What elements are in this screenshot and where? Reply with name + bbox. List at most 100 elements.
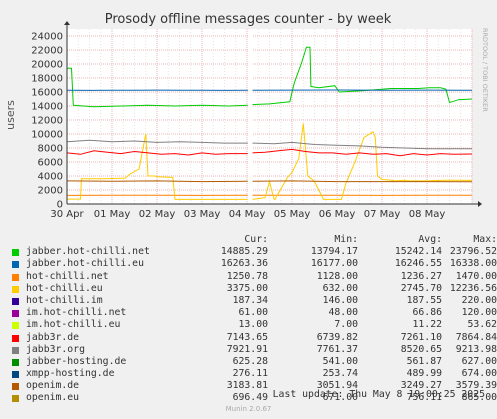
value-cur: 7921.91 (226, 343, 268, 355)
series-line (66, 139, 472, 150)
value-max: 12236.56 (449, 282, 497, 294)
value-avg: 8520.65 (400, 343, 442, 355)
series-lines (66, 29, 473, 204)
legend-item: im.hot-chilli.net 61.00 48.00 66.86 120.00 (12, 307, 497, 319)
series-name: jabber.hot-chilli.eu (26, 258, 144, 270)
legend-swatch (12, 310, 19, 318)
series-name: openim.de (26, 380, 80, 392)
y-axis-label: users (4, 100, 17, 130)
value-avg: 489.99 (406, 368, 442, 380)
series-name: hot-chilli.eu (26, 282, 103, 294)
value-cur: 14885.29 (220, 246, 268, 258)
legend-item: openim.eu 696.49 671.00 756.11 865.00 (12, 392, 497, 404)
legend-swatch (12, 371, 19, 379)
value-min: 6739.82 (316, 331, 358, 343)
x-tick-label: 02 May (139, 209, 176, 220)
value-min: 632.00 (322, 282, 358, 294)
y-tick-label: 0 (57, 200, 63, 211)
value-cur: 61.00 (238, 307, 269, 319)
legend-item: hot-chilli.im 187.34 146.00 187.55 220.00 (12, 294, 497, 307)
value-max: 9213.98 (455, 343, 497, 355)
value-min: 671.00 (322, 392, 358, 404)
col-cur: Cur: (244, 234, 268, 245)
legend: Cur: Min: Avg: Max: jabber.hot-chilli.ne… (12, 234, 497, 405)
grid (66, 29, 473, 205)
value-cur: 3375.00 (226, 282, 268, 294)
x-tick-label: 03 May (184, 209, 221, 220)
legend-item: jabb3r.org 7921.91 7761.37 8520.65 9213.98 (12, 343, 497, 356)
series-line (66, 148, 473, 157)
legend-swatch (12, 334, 19, 342)
y-tick-label: 2000 (38, 186, 63, 197)
legend-swatch (12, 297, 19, 305)
value-cur: 276.11 (232, 368, 268, 380)
value-max: 7864.84 (455, 331, 497, 343)
y-tick-label: 20000 (31, 60, 63, 71)
legend-swatch (12, 249, 19, 257)
value-avg: 187.55 (406, 294, 442, 306)
value-cur: 1250.78 (226, 270, 268, 282)
value-min: 7.00 (334, 319, 358, 331)
value-cur: 3183.81 (226, 380, 268, 392)
value-max: 16338.00 (449, 258, 497, 270)
value-cur: 625.28 (232, 355, 268, 367)
series-line (67, 123, 472, 201)
legend-header: Cur: Min: Avg: Max: (12, 234, 497, 246)
legend-swatch (12, 273, 19, 281)
value-max: 120.00 (461, 307, 497, 319)
legend-item: jabb3r.de 7143.65 6739.82 7261.10 7864.84 (12, 331, 497, 344)
legend-swatch (12, 322, 19, 330)
y-tick-label: 8000 (38, 144, 63, 155)
y-tick-label: 18000 (31, 74, 63, 85)
y-tick-label: 22000 (31, 46, 63, 57)
value-min: 13794.17 (310, 246, 358, 258)
value-min: 1128.00 (316, 270, 358, 282)
x-tick-label: 05 May (274, 209, 311, 220)
legend-item: jabber.hot-chilli.eu 16263.36 16177.00 1624… (12, 258, 497, 270)
x-axis-arrow (478, 201, 482, 207)
series-line (66, 180, 473, 183)
x-tick-label: 30 Apr (50, 209, 84, 220)
y-tick-label: 16000 (31, 88, 63, 99)
legend-item: jabber-hosting.de 625.28 541.00 561.87 627.0… (12, 355, 497, 368)
y-tick-label: 6000 (38, 158, 63, 169)
value-avg: 2745.70 (400, 282, 442, 294)
value-cur: 16263.36 (220, 258, 268, 270)
value-max: 53.62 (467, 319, 497, 331)
value-avg: 15242.14 (394, 246, 442, 258)
series-name: openim.eu (26, 392, 80, 404)
value-avg: 3249.27 (400, 380, 442, 392)
data-gap (247, 29, 253, 204)
series-name: hot-chilli.im (26, 294, 103, 306)
series-name: jabber.hot-chilli.net (26, 246, 150, 258)
series-name: xmpp-hosting.de (26, 368, 115, 380)
series-name: im.hot-chilli.net (26, 307, 127, 319)
value-max: 220.00 (461, 294, 497, 306)
value-min: 253.74 (322, 368, 358, 380)
value-min: 541.00 (322, 355, 358, 367)
value-min: 48.00 (328, 307, 359, 319)
value-avg: 16246.55 (394, 258, 442, 270)
legend-swatch (12, 358, 19, 366)
value-min: 16177.00 (310, 258, 358, 270)
legend-item: xmpp-hosting.de 276.11 253.74 489.99 674.00 (12, 368, 497, 380)
chart-title: Prosody offline messages counter - by we… (105, 12, 392, 27)
series-name: im.hot-chilli.eu (26, 319, 121, 331)
series-name: jabb3r.de (26, 331, 80, 343)
legend-item: im.hot-chilli.eu 13.00 7.00 11.22 53.62 (12, 319, 497, 331)
legend-swatch (12, 285, 19, 293)
x-tick-label: 01 May (94, 209, 131, 220)
series-line (67, 46, 473, 108)
y-tick-label: 14000 (31, 102, 63, 113)
series-name: jabber-hosting.de (26, 355, 127, 367)
value-avg: 561.87 (406, 355, 442, 367)
value-avg: 756.11 (406, 392, 442, 404)
x-tick-label: 04 May (229, 209, 266, 220)
rrdtool-watermark: RRDTOOL / TOBI OETIKER (481, 28, 489, 112)
y-tick-label: 4000 (38, 172, 63, 183)
legend-item: openim.de 3183.81 3051.94 3249.27 3579.39 (12, 380, 497, 392)
value-min: 146.00 (322, 294, 358, 306)
col-avg: Avg: (418, 234, 442, 245)
value-avg: 66.86 (412, 307, 443, 319)
